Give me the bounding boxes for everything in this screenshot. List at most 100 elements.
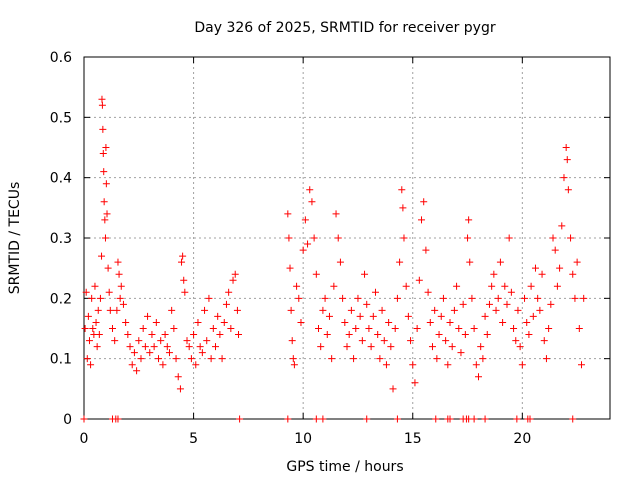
data-point [428,343,436,351]
data-point [126,343,134,351]
data-point [399,204,407,212]
data-point [531,264,539,272]
data-point [453,282,461,290]
data-point [98,252,106,260]
data-point [317,343,325,351]
data-point [84,312,92,320]
data-point [165,349,173,357]
data-point [413,325,421,332]
data-point [468,294,476,302]
data-point [542,355,550,363]
data-point [99,150,107,158]
data-point [220,318,228,326]
data-point [459,300,467,308]
data-point [133,367,141,375]
data-point [196,343,204,351]
data-point [227,325,235,332]
data-point [144,312,152,320]
data-point [553,282,561,290]
data-point [209,325,217,332]
data-point [494,294,502,302]
data-point [354,294,362,302]
data-point [122,318,130,326]
data-point [168,306,176,314]
data-point [325,312,333,320]
data-point [218,355,226,363]
data-point [512,337,520,345]
data-point [481,312,489,320]
data-point [343,343,351,351]
data-point [159,361,167,369]
data-point [529,312,537,320]
data-point [148,331,156,339]
data-point [393,294,401,302]
data-point [422,246,430,254]
data-point [415,276,423,284]
data-point [549,234,557,242]
data-point [235,331,243,339]
baseline-point [569,415,577,423]
data-point [496,258,504,266]
data-point [187,355,195,363]
data-point [418,216,426,224]
data-point [81,325,89,332]
data-point [222,300,230,308]
data-point [146,349,154,357]
data-point [365,325,373,332]
data-point [356,312,364,320]
data-point [214,312,222,320]
data-point [155,355,163,363]
data-point [411,379,419,387]
data-point [521,294,529,302]
data-point [176,385,184,393]
data-point [446,318,454,326]
data-point [287,306,295,314]
data-point [310,234,318,242]
data-point [87,361,95,369]
data-point [308,198,316,206]
baseline-point [319,415,327,423]
data-point [115,270,123,278]
data-point [116,294,124,302]
data-point [312,270,320,278]
data-point [205,294,213,302]
data-point [400,234,408,242]
data-point [352,325,360,332]
data-point [439,294,447,302]
data-point [102,180,110,188]
data-point [501,282,509,290]
data-point [424,288,432,296]
data-point [538,270,546,278]
data-point [321,294,329,302]
x-tick-label: 10 [294,431,312,447]
data-point [516,343,524,351]
data-point [180,276,188,284]
baseline-point [393,415,401,423]
baseline-point [80,415,88,423]
data-point [99,125,107,133]
data-point [98,95,106,103]
data-point [174,373,182,381]
data-point [201,306,209,314]
data-point [518,361,526,369]
data-point [306,186,314,194]
y-tick-label: 0.5 [50,110,72,126]
data-point [396,258,404,266]
data-points [81,95,588,393]
data-point [299,246,307,254]
data-point [507,288,515,296]
data-point [128,361,136,369]
baseline-points [80,415,577,423]
data-point [91,282,99,290]
data-point [510,325,518,332]
data-point [536,306,544,314]
data-point [328,355,336,363]
data-point [113,306,121,314]
data-point [124,331,132,339]
data-point [442,337,450,345]
data-point [499,318,507,326]
data-point [216,331,224,339]
baseline-point [363,415,371,423]
baseline-point [513,415,521,423]
data-point [301,216,309,224]
